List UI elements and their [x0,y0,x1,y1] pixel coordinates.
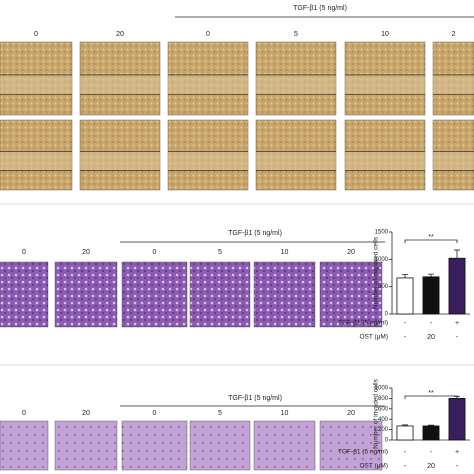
condition-label: TGF-β1 (5 ng/ml) [338,449,388,456]
micrograph [0,261,49,328]
condition-label: OST (μM) [359,334,388,341]
treatment-label: TGF-β1 (5 ng/ml) [293,5,347,12]
column-label: 0 [206,31,210,38]
condition-label: OST (μM) [359,463,388,470]
micrograph [319,420,383,471]
micrograph [189,261,251,328]
condition-value: + [455,320,459,327]
y-axis-label: Number of invaded cells [373,378,380,448]
y-tick-label: 1000 [375,386,389,392]
wound-gap [345,75,425,94]
condition-value: - [404,334,407,341]
treatment-label: TGF-β1 (5 ng/ml) [228,395,282,402]
micrograph [54,420,118,471]
error-bar [454,249,460,259]
bar [396,425,414,441]
significance-bracket [404,395,458,399]
column-label: 0 [153,410,157,417]
y-tick-label: 1000 [375,257,389,263]
column-label: 5 [218,249,222,256]
condition-value: - [456,463,459,470]
significance-bracket [404,239,458,243]
wound-gap [168,75,248,94]
treatment-label: TGF-β1 (5 ng/ml) [228,230,282,237]
column-label: 0 [34,31,38,38]
micrograph [121,420,188,471]
micrograph [253,420,316,471]
bar [396,277,414,315]
condition-value: - [404,449,407,456]
column-label: 20 [116,31,124,38]
column-label: 2 [452,31,456,38]
column-label: 5 [294,31,298,38]
wound-gap [0,152,72,170]
wound-gap [0,75,72,94]
column-label: 10 [281,249,289,256]
condition-value: - [456,334,459,341]
error-bar [428,273,434,277]
condition-value: - [404,463,407,470]
column-label: 0 [22,249,26,256]
wound-gap [256,152,336,170]
micrographs [0,41,474,471]
column-label: 20 [347,410,355,417]
condition-value: 20 [427,463,435,470]
column-label: 10 [381,31,389,38]
column-label: 20 [82,410,90,417]
condition-value: + [455,449,459,456]
significance: ** [428,234,434,241]
wound-gap [345,152,425,170]
condition-value: - [404,320,407,327]
bar [422,425,440,441]
column-label: 0 [153,249,157,256]
micrograph [0,420,49,471]
y-tick-label: 200 [378,427,389,433]
micrograph [189,420,251,471]
wound-gap [433,75,474,94]
wound-gap [80,75,160,94]
significance: ** [428,390,434,397]
column-label: 5 [218,410,222,417]
error-bar [402,274,408,278]
y-tick-label: 0 [385,438,389,444]
micrograph [54,261,118,328]
wound-gap [433,152,474,170]
y-tick-label: 0 [385,312,389,318]
column-label: 0 [22,410,26,417]
error-bar [402,424,408,426]
micrograph [121,261,188,328]
error-bar [428,424,434,426]
y-tick-label: 400 [378,417,389,423]
y-tick-label: 800 [378,396,389,402]
condition-value: - [430,320,433,327]
wound-gap [256,75,336,94]
y-tick-label: 500 [378,284,389,290]
bar [422,276,440,315]
micrograph [319,261,383,328]
y-tick-label: 1500 [375,230,389,236]
y-tick-label: 600 [378,406,389,412]
column-label: 20 [347,249,355,256]
column-label: 10 [281,410,289,417]
condition-value: - [430,449,433,456]
wound-gap [168,152,248,170]
condition-value: 20 [427,334,435,341]
column-label: 20 [82,249,90,256]
bar [448,397,466,441]
micrograph [253,261,316,328]
condition-label: TGF-β1 (5 ng/ml) [338,320,388,327]
bar [448,257,466,315]
y-axis-label: Number of migrated cells [373,236,380,309]
wound-gap [80,152,160,170]
